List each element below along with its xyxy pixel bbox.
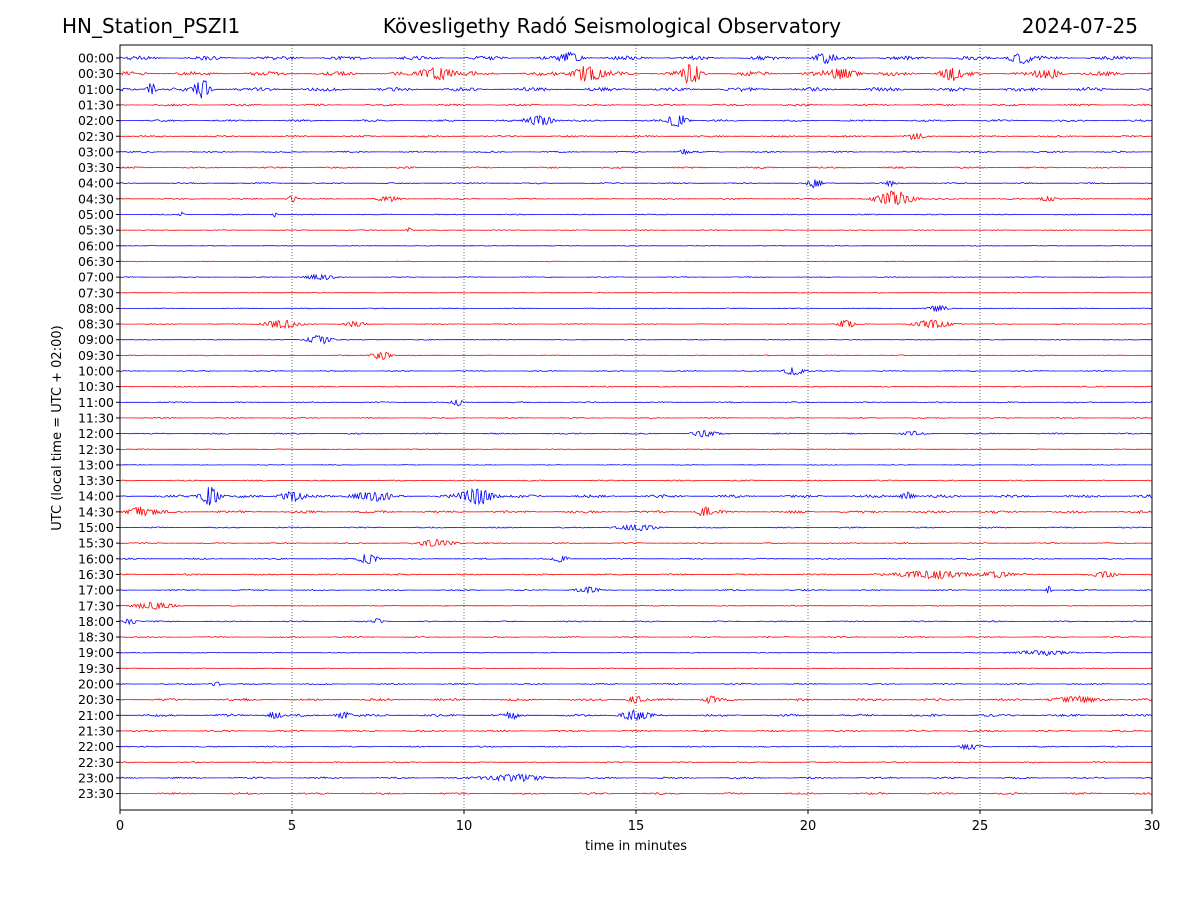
y-tick-label: 16:30 bbox=[78, 567, 114, 582]
trace-1730 bbox=[120, 601, 1153, 610]
y-axis-label: UTC (local time = UTC + 02:00) bbox=[50, 325, 65, 530]
y-tick-label: 20:30 bbox=[78, 692, 114, 707]
y-tick-label: 17:30 bbox=[78, 598, 114, 613]
y-tick-label: 03:30 bbox=[78, 160, 114, 175]
chart-title: Kövesligethy Radó Seismological Observat… bbox=[382, 14, 842, 38]
y-tick-label: 06:00 bbox=[78, 238, 114, 253]
trace-0730 bbox=[119, 291, 1152, 294]
trace-0130 bbox=[119, 103, 1153, 107]
y-tick-label: 20:00 bbox=[78, 677, 114, 692]
x-tick-label: 15 bbox=[628, 819, 645, 834]
x-tick-label: 25 bbox=[972, 819, 989, 834]
trace-1230 bbox=[119, 448, 1153, 451]
y-tick-label: 19:00 bbox=[78, 645, 114, 660]
y-tick-label: 00:30 bbox=[78, 66, 114, 81]
trace-0500 bbox=[119, 211, 1153, 218]
y-tick-label: 04:00 bbox=[78, 176, 114, 191]
y-tick-label: 23:30 bbox=[78, 786, 114, 801]
y-tick-label: 09:30 bbox=[78, 348, 114, 363]
x-tick-label: 20 bbox=[800, 819, 817, 834]
y-tick-label: 02:30 bbox=[78, 129, 114, 144]
trace-0030 bbox=[119, 64, 1153, 85]
y-tick-label: 22:30 bbox=[78, 755, 114, 770]
trace-0530 bbox=[120, 227, 1153, 233]
y-tick-label: 21:30 bbox=[78, 723, 114, 738]
y-tick-label: 10:00 bbox=[78, 364, 114, 379]
y-tick-label: 00:00 bbox=[78, 51, 114, 66]
trace-0100 bbox=[119, 79, 1153, 99]
y-tick-label: 03:00 bbox=[78, 144, 114, 159]
y-tick-label: 05:30 bbox=[78, 223, 114, 238]
y-tick-label: 05:00 bbox=[78, 207, 114, 222]
y-tick-label: 23:00 bbox=[78, 770, 114, 785]
y-tick-label: 07:00 bbox=[78, 270, 114, 285]
trace-1500 bbox=[120, 523, 1153, 531]
trace-1630 bbox=[119, 570, 1153, 580]
y-tick-label: 08:00 bbox=[78, 301, 114, 316]
y-tick-label: 04:30 bbox=[78, 191, 114, 206]
y-tick-label: 12:30 bbox=[78, 442, 114, 457]
trace-0430 bbox=[119, 190, 1153, 205]
trace-1400 bbox=[119, 487, 1153, 506]
y-tick-label: 15:30 bbox=[78, 536, 114, 551]
trace-1200 bbox=[120, 430, 1152, 438]
y-tick-label: 16:00 bbox=[78, 551, 114, 566]
y-tick-label: 13:00 bbox=[78, 457, 114, 472]
trace-2000 bbox=[119, 681, 1153, 687]
y-tick-label: 01:00 bbox=[78, 82, 114, 97]
y-tick-label: 21:00 bbox=[78, 708, 114, 723]
trace-0330 bbox=[119, 166, 1153, 170]
y-tick-label: 22:00 bbox=[78, 739, 114, 754]
trace-1900 bbox=[119, 649, 1152, 656]
y-tick-label: 11:00 bbox=[78, 395, 114, 410]
station-name: HN_Station_PSZI1 bbox=[62, 14, 241, 38]
trace-2330 bbox=[119, 791, 1153, 796]
y-tick-label: 11:30 bbox=[78, 410, 114, 425]
grid-layer bbox=[291, 45, 981, 810]
x-tick-label: 30 bbox=[1144, 819, 1161, 834]
y-tick-label: 14:30 bbox=[78, 504, 114, 519]
trace-1000 bbox=[120, 367, 1153, 376]
chart-date: 2024-07-25 bbox=[1021, 14, 1138, 38]
y-tick-label: 13:30 bbox=[78, 473, 114, 488]
trace-0800 bbox=[120, 304, 1153, 313]
x-tick-label: 0 bbox=[116, 819, 124, 834]
trace-1930 bbox=[119, 667, 1152, 670]
x-tick-label: 10 bbox=[456, 819, 473, 834]
y-tick-label: 15:00 bbox=[78, 520, 114, 535]
trace-0700 bbox=[119, 273, 1153, 281]
trace-2200 bbox=[119, 743, 1152, 751]
trace-1700 bbox=[119, 585, 1153, 594]
trace-1300 bbox=[119, 464, 1153, 466]
x-tick-label: 5 bbox=[288, 819, 296, 834]
y-tick-label: 01:30 bbox=[78, 97, 114, 112]
y-tick-label: 12:00 bbox=[78, 426, 114, 441]
y-tick-label: 18:00 bbox=[78, 614, 114, 629]
y-tick-label: 07:30 bbox=[78, 285, 114, 300]
trace-1030 bbox=[119, 385, 1153, 388]
trace-2130 bbox=[119, 729, 1153, 733]
x-axis: 0 5 10 15 20 25 30 bbox=[116, 810, 1160, 834]
y-tick-label: 08:30 bbox=[78, 317, 114, 332]
y-axis: 00:0000:3001:0001:3002:0002:3003:0003:30… bbox=[78, 51, 120, 801]
y-tick-label: 17:00 bbox=[78, 583, 114, 598]
y-tick-label: 09:00 bbox=[78, 332, 114, 347]
x-axis-label: time in minutes bbox=[585, 839, 687, 854]
trace-0300 bbox=[119, 148, 1152, 156]
y-tick-label: 19:30 bbox=[78, 661, 114, 676]
y-tick-label: 10:30 bbox=[78, 379, 114, 394]
trace-1430 bbox=[119, 505, 1153, 517]
y-tick-label: 14:00 bbox=[78, 489, 114, 504]
y-tick-label: 06:30 bbox=[78, 254, 114, 269]
y-tick-label: 18:30 bbox=[78, 630, 114, 645]
y-tick-label: 02:00 bbox=[78, 113, 114, 128]
trace-0930 bbox=[119, 351, 1152, 360]
